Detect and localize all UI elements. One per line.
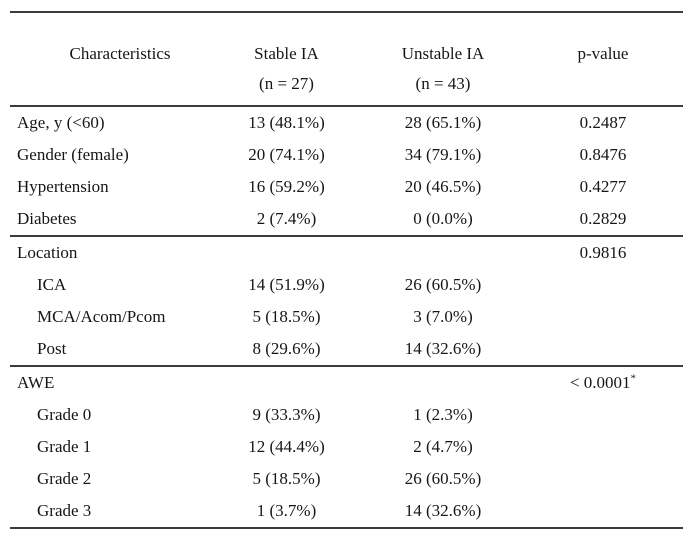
stable-value: 20 (74.1%) <box>248 145 325 164</box>
unstable-value <box>363 365 523 399</box>
column-header-stable-ia: Stable IA (n = 27) <box>210 12 363 107</box>
characteristics-table: Characteristics Stable IA (n = 27) Unsta… <box>10 11 683 529</box>
column-header-unstable-ia-label: Unstable IA <box>401 44 485 63</box>
unstable-value: 14 (32.6%) <box>404 339 482 358</box>
p-value <box>523 399 683 431</box>
table-row-location: Location 0.9816 <box>10 235 683 269</box>
column-header-characteristics-label: Characteristics <box>69 44 171 63</box>
p-value: 0.9816 <box>523 235 683 269</box>
p-value <box>523 333 683 366</box>
p-value <box>523 269 683 301</box>
unstable-value: 28 (65.1%) <box>404 113 482 132</box>
p-value-text: 0.2829 <box>579 209 627 228</box>
unstable-value: 14 (32.6%) <box>404 501 482 520</box>
stable-value: 14 (51.9%) <box>248 275 325 294</box>
row-label: AWE <box>10 365 210 399</box>
column-header-pvalue-label: p-value <box>577 44 629 63</box>
row-label: Gender (female) <box>17 145 129 164</box>
unstable-value: 0 (0.0%) <box>413 209 473 228</box>
p-value: 0.4277 <box>523 171 683 203</box>
p-value-text: 0.4277 <box>579 177 627 196</box>
stable-value: 9 (33.3%) <box>252 405 321 424</box>
table-row-age: Age, y (<60) 13 (48.1%) 28 (65.1%) 0.248… <box>10 106 683 139</box>
row-label: Location <box>10 235 210 269</box>
unstable-value: 1 (2.3%) <box>413 405 473 424</box>
p-value-significance-mark: * <box>630 372 637 385</box>
row-label: Age, y (<60) <box>17 113 105 132</box>
p-value-text: 0.2487 <box>579 113 627 132</box>
table-row-grade-2: Grade 2 5 (18.5%) 26 (60.5%) <box>10 463 683 495</box>
stable-value: 8 (29.6%) <box>252 339 321 358</box>
row-label: ICA <box>37 275 67 294</box>
row-label: Grade 0 <box>37 405 92 424</box>
p-value <box>523 495 683 528</box>
stable-value: 1 (3.7%) <box>256 501 317 520</box>
table-row-mca-acom-pcom: MCA/Acom/Pcom 5 (18.5%) 3 (7.0%) <box>10 301 683 333</box>
p-value: 0.2829 <box>523 203 683 236</box>
row-label: Grade 1 <box>37 437 92 456</box>
unstable-value: 34 (79.1%) <box>404 145 482 164</box>
unstable-value: 26 (60.5%) <box>404 275 482 294</box>
table-body: Age, y (<60) 13 (48.1%) 28 (65.1%) 0.248… <box>10 106 683 528</box>
header-row: Characteristics Stable IA (n = 27) Unsta… <box>10 12 683 107</box>
stable-value: 5 (18.5%) <box>252 469 321 488</box>
table-row-post: Post 8 (29.6%) 14 (32.6%) <box>10 333 683 366</box>
p-value <box>523 431 683 463</box>
p-value <box>523 301 683 333</box>
p-value-text: 0.9816 <box>579 243 627 262</box>
stable-value: 12 (44.4%) <box>248 437 325 456</box>
table-row-awe: AWE < 0.0001* <box>10 365 683 399</box>
row-label: Diabetes <box>17 209 77 228</box>
unstable-value: 3 (7.0%) <box>413 307 473 326</box>
stable-value: 13 (48.1%) <box>248 113 325 132</box>
column-header-unstable-ia-n: (n = 43) <box>415 74 471 93</box>
column-header-stable-ia-n: (n = 27) <box>259 74 314 93</box>
table-row-grade-1: Grade 1 12 (44.4%) 2 (4.7%) <box>10 431 683 463</box>
table-row-grade-3: Grade 3 1 (3.7%) 14 (32.6%) <box>10 495 683 528</box>
unstable-value: 2 (4.7%) <box>413 437 473 456</box>
column-header-stable-ia-label: Stable IA <box>254 44 319 63</box>
unstable-value: 26 (60.5%) <box>404 469 482 488</box>
row-label: MCA/Acom/Pcom <box>37 307 166 326</box>
table-row-ica: ICA 14 (51.9%) 26 (60.5%) <box>10 269 683 301</box>
row-label: Grade 2 <box>37 469 92 488</box>
p-value: < 0.0001* <box>523 365 683 399</box>
row-label: Hypertension <box>17 177 109 196</box>
table-header: Characteristics Stable IA (n = 27) Unsta… <box>10 12 683 107</box>
column-header-unstable-ia: Unstable IA (n = 43) <box>363 12 523 107</box>
stable-value <box>210 365 363 399</box>
column-header-characteristics: Characteristics <box>10 12 210 107</box>
stable-value: 2 (7.4%) <box>256 209 317 228</box>
table-row-hypertension: Hypertension 16 (59.2%) 20 (46.5%) 0.427… <box>10 171 683 203</box>
row-label: Grade 3 <box>37 501 92 520</box>
p-value-text: 0.8476 <box>579 145 627 164</box>
p-value: 0.8476 <box>523 139 683 171</box>
stable-value: 16 (59.2%) <box>248 177 325 196</box>
p-value-text: < 0.0001 <box>569 373 631 392</box>
column-header-pvalue: p-value <box>523 12 683 107</box>
table-row-diabetes: Diabetes 2 (7.4%) 0 (0.0%) 0.2829 <box>10 203 683 236</box>
stable-value <box>210 235 363 269</box>
unstable-value: 20 (46.5%) <box>404 177 482 196</box>
row-label: Post <box>37 339 67 358</box>
unstable-value <box>363 235 523 269</box>
table-row-gender: Gender (female) 20 (74.1%) 34 (79.1%) 0.… <box>10 139 683 171</box>
p-value <box>523 463 683 495</box>
stable-value: 5 (18.5%) <box>252 307 321 326</box>
p-value: 0.2487 <box>523 106 683 139</box>
table-row-grade-0: Grade 0 9 (33.3%) 1 (2.3%) <box>10 399 683 431</box>
